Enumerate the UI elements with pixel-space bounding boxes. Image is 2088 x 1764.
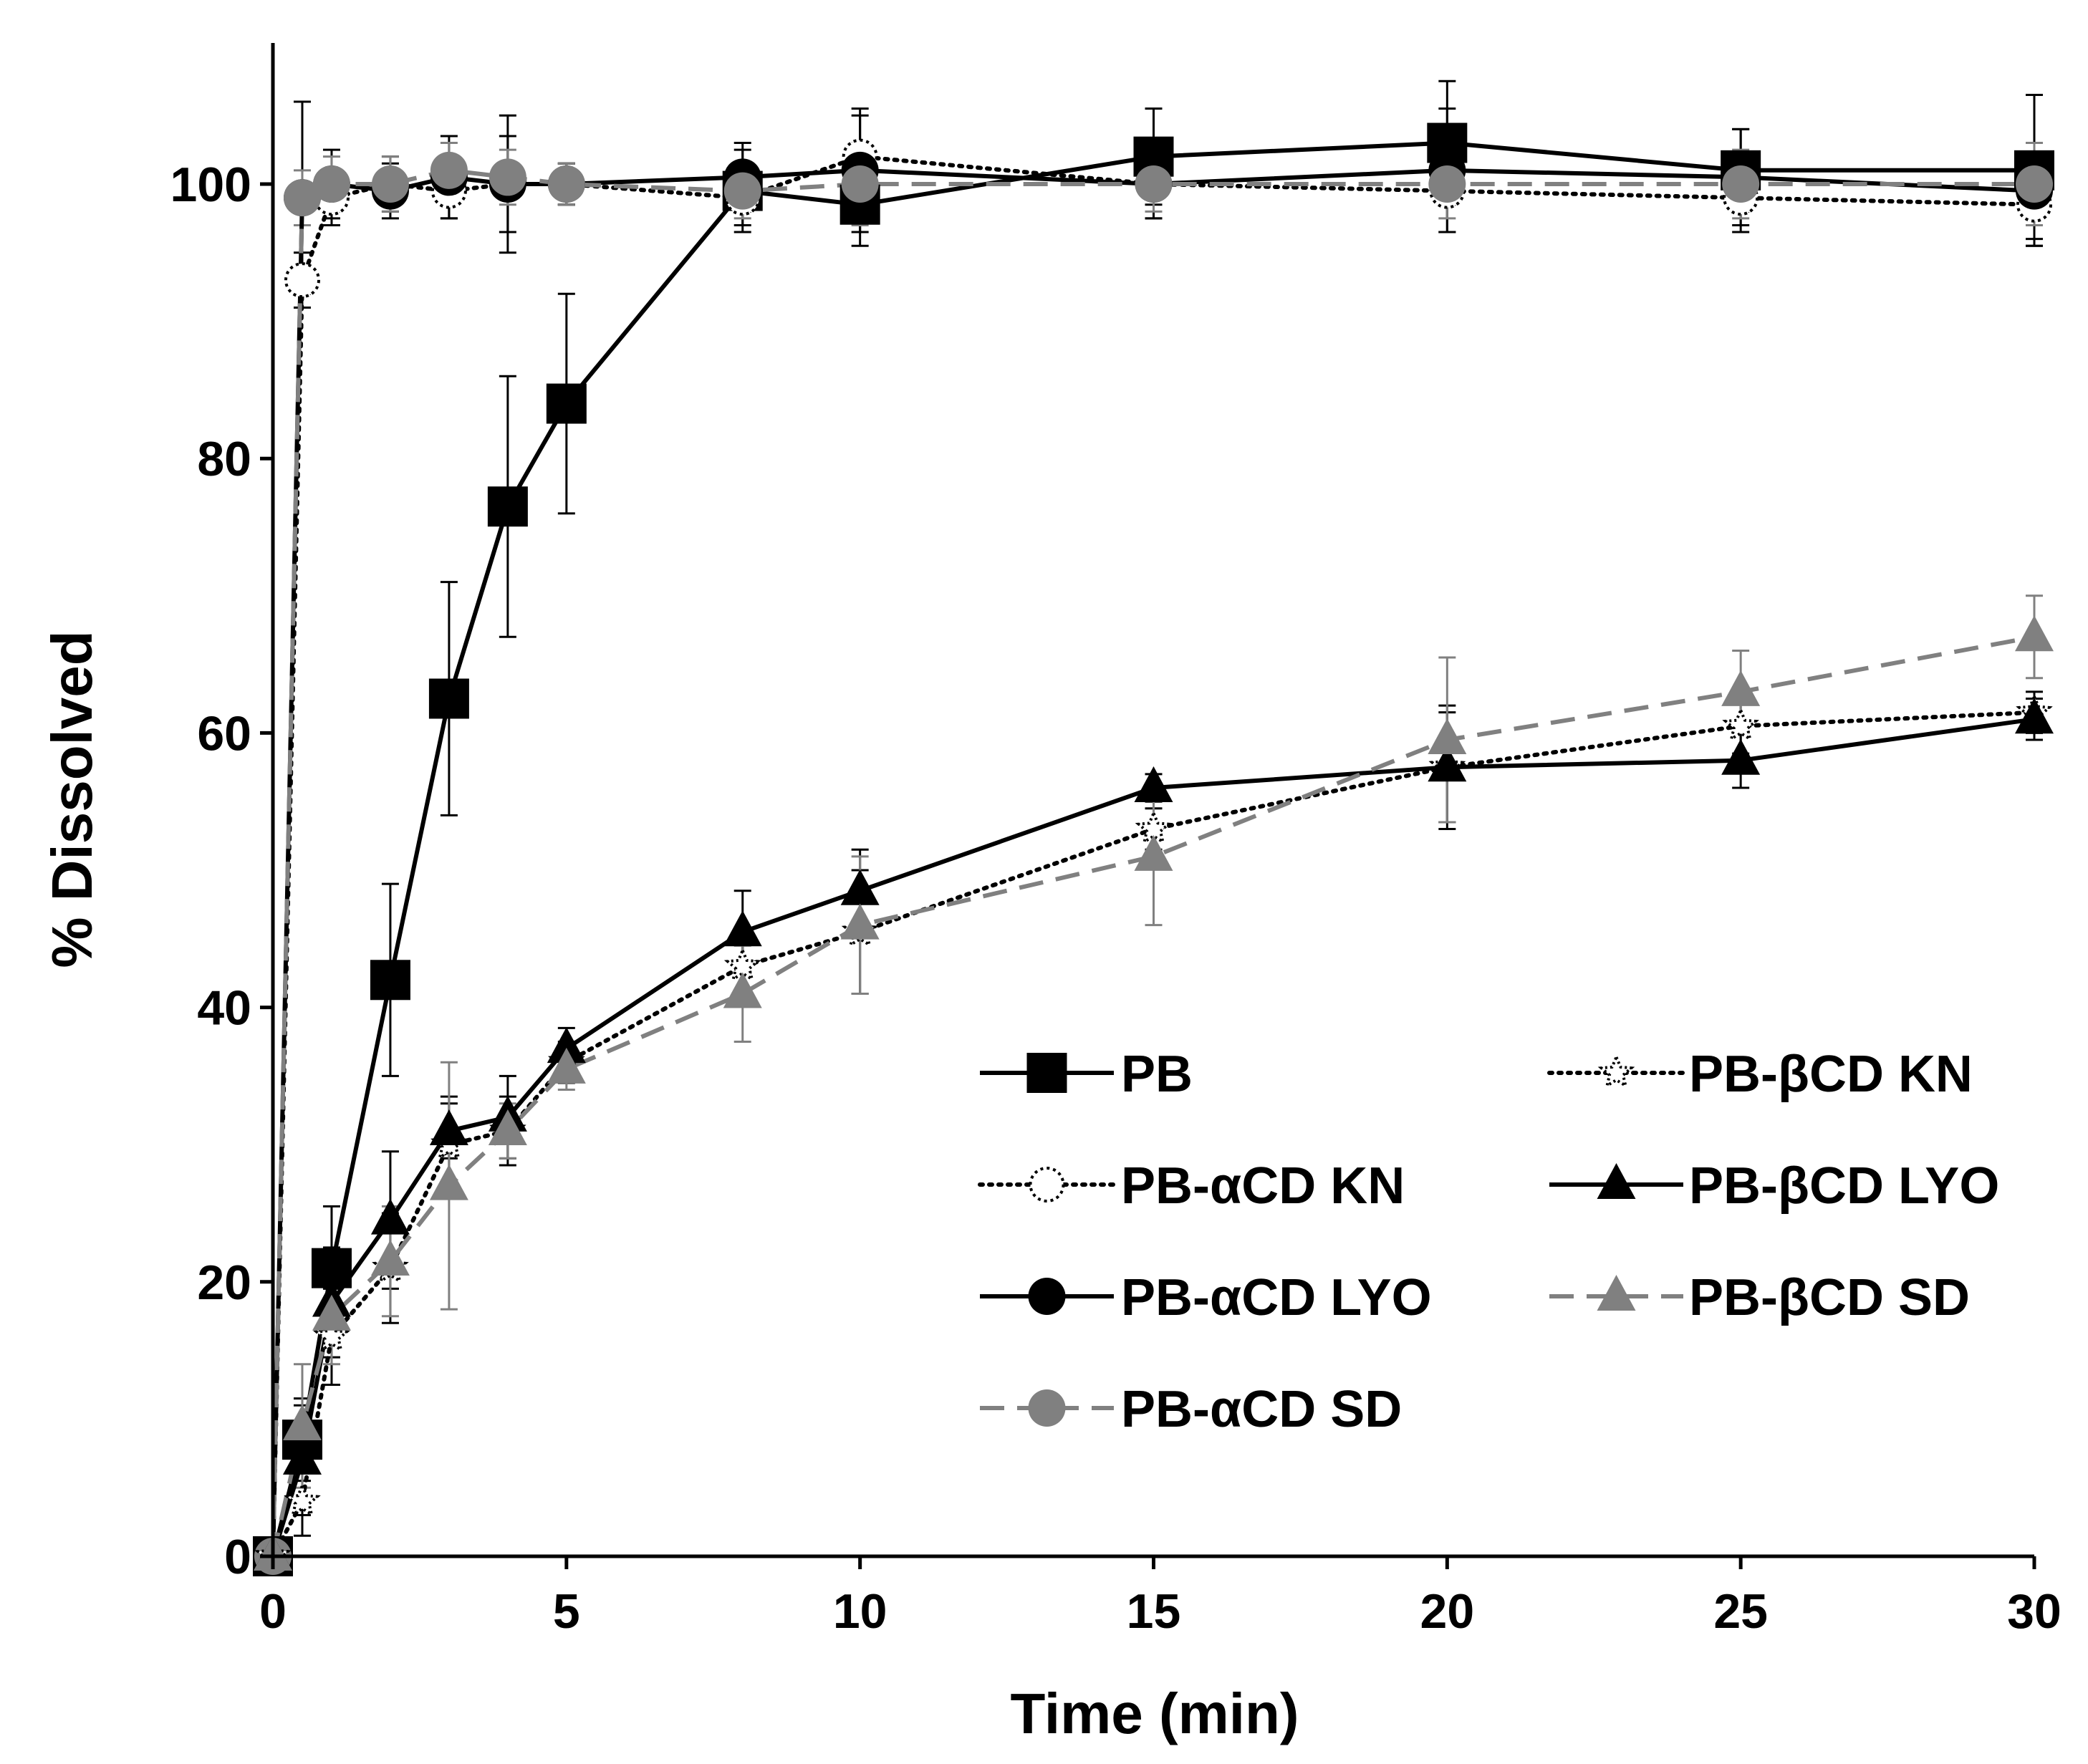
pb-alphacd-sd-marker (371, 165, 409, 203)
legend-item-pb-betacd-sd: PB-βCD SD (1549, 1269, 1970, 1326)
pb-marker (370, 960, 410, 1001)
legend-swatch-marker (1597, 1163, 1636, 1199)
pb-betacd-sd-marker (370, 1240, 410, 1276)
y-axis-title: % Dissolved (40, 630, 104, 968)
pb-marker (487, 486, 528, 527)
pb-betacd-lyo-marker (1134, 766, 1173, 803)
pb-betacd-lyo-marker (547, 1027, 586, 1064)
legend-swatch-marker (1028, 1389, 1066, 1427)
pb-alphacd-sd-marker (430, 151, 468, 189)
legend-item-pb-betacd-kn: PB-βCD KN (1547, 1046, 1973, 1103)
pb-betacd-lyo-marker (1721, 738, 1761, 775)
pb-alphacd-sd-marker (283, 179, 321, 217)
pb-alphacd-sd-marker (547, 165, 585, 203)
legend-label: PB (1121, 1046, 1193, 1103)
legend-label: PB-βCD KN (1689, 1046, 1973, 1103)
pb-betacd-sd-marker (2015, 615, 2054, 652)
pb-alphacd-sd-marker (1135, 165, 1173, 203)
pb-marker (428, 678, 469, 719)
pb-alphacd-sd-marker (1428, 165, 1466, 203)
legend-swatch-marker (1029, 1167, 1065, 1202)
legend-label: PB-αCD KN (1121, 1157, 1405, 1215)
legend: PB PB-αCD KN PB-αCD LYO PB-αCD SD PB-βCD KN P… (978, 1046, 1999, 1438)
pb-betacd-sd-marker (488, 1109, 527, 1146)
pb-betacd-lyo-marker (723, 910, 762, 947)
pb-betacd-lyo-marker (840, 869, 880, 905)
pb-betacd-sd-marker (429, 1164, 468, 1200)
pb-betacd-kn-marker (313, 1317, 350, 1353)
pb-betacd-sd-marker (1721, 670, 1761, 706)
pb-betacd-sd-marker (1134, 834, 1173, 871)
y-tick-label: 100 (170, 158, 251, 212)
legend-item-pb-betacd-lyo: PB-βCD LYO (1549, 1157, 1999, 1215)
legend-label: PB-βCD SD (1689, 1269, 1970, 1326)
x-tick-label: 15 (1127, 1584, 1181, 1639)
pb-alphacd-sd-marker (1722, 165, 1760, 203)
pb-betacd-sd-marker (282, 1404, 322, 1440)
pb-alphacd-sd-marker (2016, 165, 2053, 203)
pb-betacd-lyo-marker (370, 1198, 410, 1235)
pb-betacd-kn-marker (1722, 706, 1759, 742)
legend-item-pb-alphacd-lyo: PB-αCD LYO (980, 1269, 1432, 1326)
pb-alphacd-sd-marker (489, 158, 526, 196)
y-tick-label: 20 (197, 1255, 251, 1310)
legend-item-pb: PB (980, 1046, 1193, 1103)
x-tick-label: 20 (1420, 1584, 1475, 1639)
pb-betacd-lyo-marker (1428, 746, 1467, 782)
x-tick-label: 5 (553, 1584, 580, 1639)
legend-swatch-marker (1028, 1278, 1066, 1315)
pb-alphacd-kn-marker (284, 262, 320, 299)
legend-swatch-marker (1597, 1275, 1636, 1311)
legend-item-pb-alphacd-sd: PB-αCD SD (980, 1381, 1402, 1438)
y-tick-label: 40 (197, 981, 251, 1036)
pb-betacd-lyo-marker (2015, 698, 2054, 734)
pb-betacd-sd-marker (1428, 718, 1467, 754)
legend-label: PB-αCD LYO (1121, 1269, 1432, 1326)
pb-betacd-kn-marker (284, 1482, 321, 1518)
y-tick-label: 0 (224, 1530, 251, 1584)
y-ticks: 0 20 40 60 80 100 (170, 158, 273, 1584)
pb-betacd-lyo-marker (282, 1438, 322, 1475)
x-tick-label: 0 (259, 1584, 287, 1639)
pb-marker (546, 383, 587, 424)
y-tick-label: 80 (197, 432, 251, 486)
legend-label: PB-αCD SD (1121, 1381, 1402, 1438)
legend-swatch-marker (1597, 1053, 1635, 1089)
data-markers (253, 122, 2054, 1576)
legend-item-pb-alphacd-kn: PB-αCD KN (978, 1157, 1405, 1215)
pb-alphacd-sd-marker (312, 165, 350, 203)
pb-betacd-kn-marker (1135, 809, 1173, 845)
x-tick-label: 30 (2007, 1584, 2061, 1639)
pb-betacd-kn-marker (723, 946, 761, 983)
pb-alphacd-sd-marker (723, 172, 761, 210)
x-tick-label: 10 (833, 1584, 887, 1639)
pb-betacd-sd-marker (312, 1294, 351, 1331)
pb-betacd-sd-marker (547, 1047, 586, 1084)
x-axis-title: Time (min) (1010, 1682, 1299, 1745)
legend-swatch-marker (1026, 1053, 1067, 1093)
x-ticks: 0 5 10 15 20 25 30 (259, 1556, 2061, 1639)
legend-label: PB-βCD LYO (1689, 1157, 1999, 1215)
y-tick-label: 60 (197, 706, 251, 761)
pb-betacd-sd-marker (723, 972, 762, 1008)
x-tick-label: 25 (1713, 1584, 1768, 1639)
pb-betacd-lyo-marker (429, 1109, 468, 1146)
pb-betacd-sd-marker (840, 903, 880, 940)
pb-alphacd-sd-marker (841, 165, 879, 203)
